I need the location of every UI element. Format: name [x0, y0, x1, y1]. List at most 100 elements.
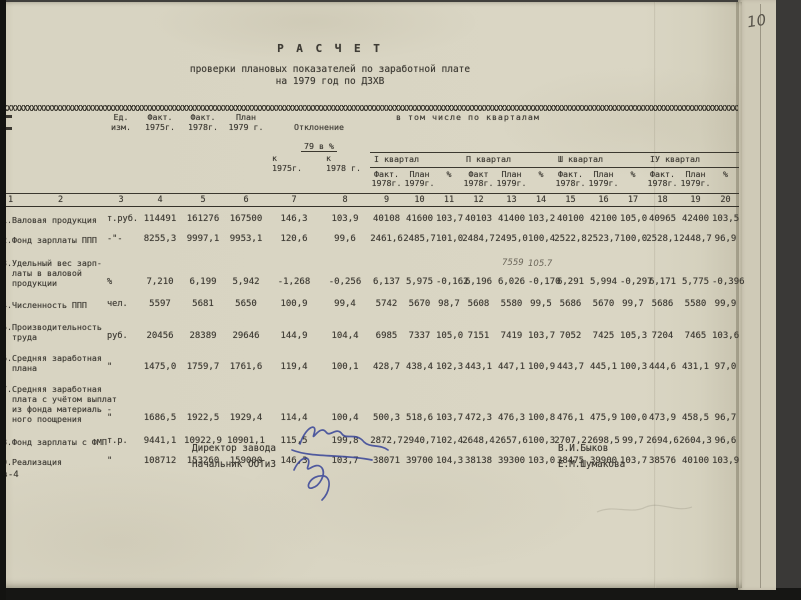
table-row: 9.Реализация " 108712 153260 159000 146,3 103,…: [2, 449, 739, 469]
cell-value: 5,942: [232, 276, 260, 287]
document-page: Р А С Ч Е Т проверки плановых показателе…: [0, 2, 745, 588]
signer-name-2: Е.М.Шумакова: [558, 459, 626, 470]
cell-value: 5580: [500, 298, 523, 309]
cell-value: 458,5: [681, 412, 710, 423]
col-num: 12: [462, 192, 496, 207]
cell-value: 97,0: [714, 361, 737, 372]
cell-value: 2707,2: [554, 435, 587, 446]
cell-value: 100,1: [331, 361, 359, 372]
cell-value: 105,0: [436, 330, 464, 341]
header-deviation: Отклонение 79 в %: [268, 111, 370, 152]
cell-value: 2523,7: [587, 233, 620, 244]
cell-value: 2657,6: [495, 435, 528, 446]
cutoff-text-fragment: [5, 115, 12, 118]
row-unit: т.руб.: [107, 213, 139, 224]
col-num: 11: [436, 192, 463, 207]
cell-value: 7151: [467, 330, 490, 341]
cell-value: 161276: [186, 213, 220, 224]
cell-value: 103,9: [331, 213, 359, 224]
cell-value: 2485,7: [403, 233, 436, 244]
cell-value: 40108: [372, 213, 401, 224]
calculation-table: Ед. изм. Факт. 1975г. Факт. 1978г. План …: [2, 105, 745, 469]
cell-value: 38071: [372, 455, 401, 466]
cell-value: 6,291: [556, 276, 585, 287]
cell-value: 1686,5: [143, 412, 177, 423]
header-q2-plan: План 1979г.: [496, 168, 527, 188]
header-quarter-3: Ш квартал: [554, 152, 647, 168]
cell-value: 28389: [189, 330, 217, 341]
header-fact-1978: Факт. 1978г.: [188, 112, 218, 132]
cell-value: 2448,7: [679, 233, 712, 244]
header-quarter-2: П квартал: [462, 152, 555, 168]
cell-value: 6,199: [189, 276, 217, 287]
table-row: 1.Валовая продукция т.руб. 114491 161276 167…: [2, 206, 739, 227]
signer-role-1: Директор завода: [192, 443, 276, 454]
cell-value: 100,0: [620, 412, 648, 423]
table-body: 1.Валовая продукция т.руб. 114491 161276 167…: [2, 206, 745, 469]
cell-value: 100,8: [528, 412, 556, 423]
cell-value: 41400: [497, 213, 526, 224]
cutoff-text-fragment: [5, 127, 12, 130]
fold-crease: [654, 2, 656, 588]
cell-value: 39700: [405, 455, 434, 466]
row-unit: -"-: [107, 233, 123, 244]
header-q3-pct: %: [630, 168, 636, 179]
cell-value: 2648,4: [462, 435, 495, 446]
cell-value: 153260: [186, 455, 220, 466]
cell-value: 119,4: [280, 361, 308, 372]
cell-value: 2940,7: [403, 435, 436, 446]
cell-value: 7337: [408, 330, 431, 341]
cell-value: 1761,6: [229, 361, 263, 372]
header-fact-1975: Факт. 1975г.: [145, 112, 175, 132]
cell-value: 518,6: [405, 412, 434, 423]
row-label: 6.Средняя заработная плана: [2, 352, 102, 373]
cell-value: 103,5: [712, 213, 740, 224]
cell-value: 5580: [684, 298, 707, 309]
header-q2-pct: %: [538, 168, 544, 179]
row-label: 8.Фонд зарплаты с ФМП: [2, 436, 107, 447]
cell-value: 99,7: [622, 435, 644, 446]
cell-value: 104,3: [436, 455, 464, 466]
cell-value: 114491: [143, 213, 177, 224]
row-unit: чел.: [107, 298, 128, 309]
cell-value: 476,1: [556, 412, 585, 423]
cell-value: 100,4: [331, 412, 359, 423]
cell-value: 99,6: [334, 233, 356, 244]
cell-value: 2528,1: [646, 233, 679, 244]
col-num: 4: [138, 192, 182, 207]
cell-value: 10922,9: [184, 435, 222, 446]
cell-value: 445,1: [589, 361, 618, 372]
row-unit: %: [107, 276, 113, 287]
cell-value: 98,7: [438, 298, 460, 309]
cell-value: 39900: [589, 455, 618, 466]
scanner-background-right: [774, 0, 801, 600]
cell-value: 144,9: [280, 330, 308, 341]
cell-value: 9953,1: [229, 233, 263, 244]
table-row: 2.Фонд зарплаты ППП -"- 8255,3 9997,1 9953,1…: [2, 227, 739, 247]
cell-value: 114,4: [280, 412, 308, 423]
table-row: 6.Средняя заработная плана " 1475,0 1759,7 1…: [2, 344, 739, 375]
cell-value: 6,026: [497, 276, 526, 287]
cell-value: 500,3: [372, 412, 401, 423]
cell-value: -0,170: [528, 276, 561, 287]
cell-value: 5686: [651, 298, 674, 309]
cell-value: 1759,7: [186, 361, 220, 372]
form-code: Дв-4: [0, 470, 19, 480]
cell-value: 7425: [592, 330, 615, 341]
cell-value: 2522,8: [554, 233, 587, 244]
cell-value: 99,5: [530, 298, 552, 309]
cell-value: 5650: [235, 298, 257, 309]
header-q4-pct: %: [723, 168, 729, 179]
column-numbers-row: 1 2 3 4 5 6 7 8 9 10 11 12 13 14 15 16 17 18 19 20: [2, 192, 740, 207]
col-num: 10: [403, 192, 437, 207]
header-q1-plan: План 1979г.: [404, 168, 435, 188]
cell-value: 40100: [556, 213, 585, 224]
cell-value: 5,775: [681, 276, 710, 287]
cell-value: 167500: [229, 213, 263, 224]
cell-value: 100,0: [620, 233, 648, 244]
underlying-page-edge: [738, 0, 776, 590]
cell-value: 101,0: [436, 233, 464, 244]
cell-value: 100,3: [620, 361, 648, 372]
cell-value: 20456: [146, 330, 174, 341]
